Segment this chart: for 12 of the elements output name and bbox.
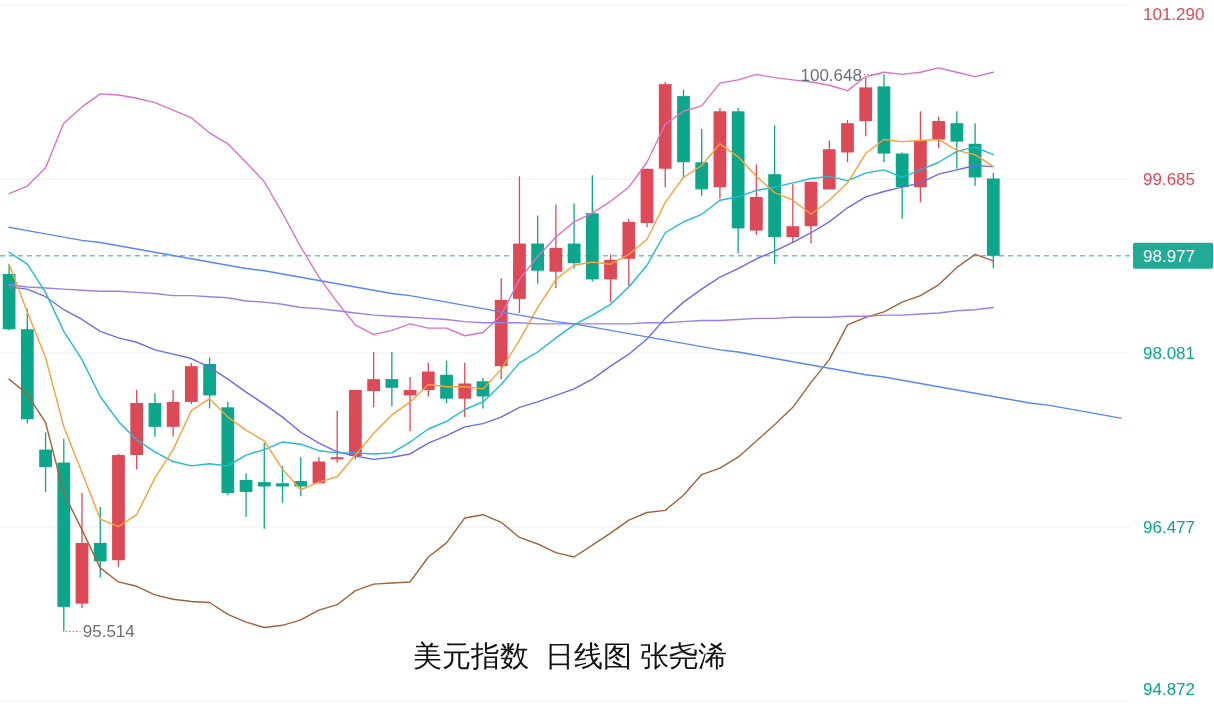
annotation: 100.648 xyxy=(800,65,883,85)
ref-label: 98.977 xyxy=(1133,242,1213,269)
text: 美元指数 日线图 张尧浠 xyxy=(412,640,728,672)
y-tick-label: 101.290 xyxy=(1143,5,1205,24)
y-tick-label: 98.081 xyxy=(1143,344,1195,363)
y-tick-label: 94.872 xyxy=(1143,680,1195,699)
annotation: 95.514 xyxy=(65,622,135,642)
ref-line-label: 98.977 xyxy=(1143,246,1195,266)
y-tick-label: 99.685 xyxy=(1143,170,1195,190)
annotation: 95.514 xyxy=(82,622,135,642)
annotation: 100.648 xyxy=(800,65,862,85)
y-tick-label: 96.477 xyxy=(1143,517,1195,537)
